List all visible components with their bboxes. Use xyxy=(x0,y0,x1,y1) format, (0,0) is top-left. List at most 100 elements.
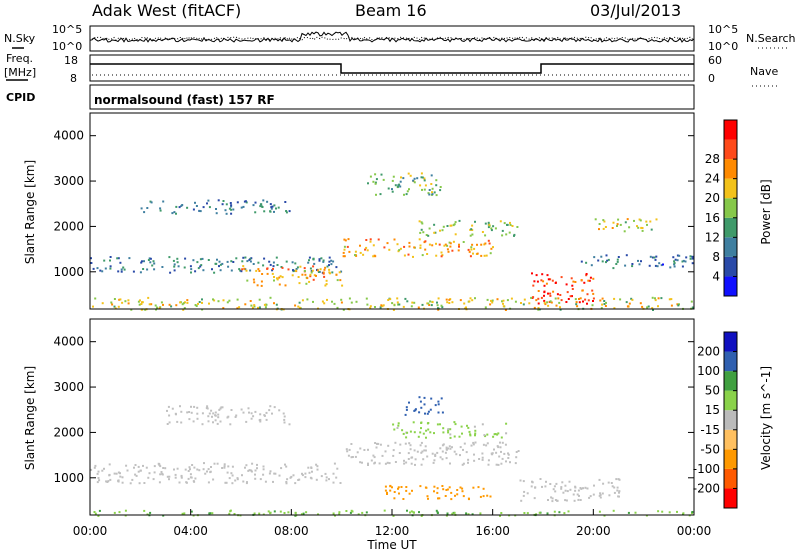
power-cell xyxy=(419,244,422,247)
power-cell xyxy=(140,303,143,305)
velocity-cell xyxy=(440,397,443,400)
power-cell xyxy=(574,298,577,301)
power-cell xyxy=(393,304,396,307)
power-cell xyxy=(682,259,685,262)
power-cell xyxy=(413,301,416,304)
power-panel-frame xyxy=(89,112,695,310)
power-cell xyxy=(258,306,261,309)
power-cell xyxy=(330,259,333,262)
power-cell xyxy=(446,244,449,247)
velocity-cell xyxy=(193,480,196,483)
power-cell xyxy=(399,180,402,183)
velocity-cell xyxy=(439,423,441,426)
velocity-cell xyxy=(434,404,437,407)
velocity-cell xyxy=(203,462,205,465)
power-cell xyxy=(545,282,548,285)
velocity-cell xyxy=(384,485,387,488)
power-cell xyxy=(359,251,362,254)
velocity-cell xyxy=(389,484,392,487)
power-cell xyxy=(332,260,335,263)
velocity-cell xyxy=(574,486,577,489)
power-cell xyxy=(306,277,309,280)
power-cell xyxy=(570,277,573,280)
power-cell xyxy=(657,305,659,308)
velocity-cell xyxy=(405,436,408,439)
colorbar-tick-label: 24 xyxy=(705,172,720,186)
velocity-cell xyxy=(228,512,231,515)
power-cell xyxy=(613,297,616,300)
power-cell xyxy=(372,180,375,183)
velocity-cell xyxy=(93,466,96,469)
power-cell xyxy=(398,249,401,252)
power-cell xyxy=(359,244,361,247)
velocity-cell xyxy=(515,456,518,459)
power-cell xyxy=(236,298,239,301)
velocity-cell xyxy=(223,466,226,469)
power-cell xyxy=(404,297,407,300)
velocity-cell xyxy=(420,406,423,409)
power-cell xyxy=(303,267,306,270)
power-cell xyxy=(440,251,443,254)
power-cell xyxy=(514,300,517,303)
velocity-cell xyxy=(196,406,199,409)
power-cell xyxy=(473,247,476,250)
power-cell xyxy=(355,300,358,303)
power-cell xyxy=(137,300,140,303)
power-cell xyxy=(486,298,489,301)
power-cell xyxy=(257,268,260,271)
power-cell xyxy=(446,225,449,227)
power-cell xyxy=(440,304,443,307)
velocity-cell xyxy=(263,414,266,417)
power-cell xyxy=(182,308,185,311)
power-cell xyxy=(219,263,222,266)
velocity-cell xyxy=(474,429,477,432)
power-cell xyxy=(328,268,331,271)
y-tick-label: 2000 xyxy=(53,219,84,233)
velocity-cell xyxy=(472,441,475,444)
velocity-cell xyxy=(373,462,376,465)
nave-tick-top: 60 xyxy=(708,54,722,67)
power-cell xyxy=(584,298,587,301)
velocity-cell xyxy=(461,463,464,466)
power-cell xyxy=(681,265,684,268)
velocity-cell xyxy=(180,475,183,478)
power-cell xyxy=(535,299,538,302)
velocity-cell xyxy=(526,512,529,515)
power-cell xyxy=(428,193,431,196)
power-cell xyxy=(240,270,243,273)
power-cell xyxy=(199,210,202,213)
power-cell xyxy=(470,228,473,231)
velocity-cell xyxy=(259,420,262,423)
power-cell xyxy=(396,301,399,304)
power-cell xyxy=(328,271,331,274)
power-cell xyxy=(244,256,247,259)
noise-tick-top-left: 10^5 xyxy=(52,23,82,36)
velocity-cell xyxy=(328,478,330,481)
power-cell xyxy=(379,306,382,309)
velocity-cell xyxy=(392,423,395,426)
velocity-cell xyxy=(453,435,456,438)
power-cell xyxy=(602,227,605,230)
power-cell xyxy=(309,273,312,276)
time-xticks: 00:00 04:00 08:00 12:00 16:00 20:00 00:00 xyxy=(73,509,711,538)
power-cell xyxy=(448,241,451,244)
velocity-cell xyxy=(179,405,181,408)
velocity-cell xyxy=(526,492,529,495)
power-cell xyxy=(101,302,104,305)
velocity-cell xyxy=(208,512,211,515)
velocity-cell xyxy=(564,489,567,492)
velocity-cell xyxy=(489,495,492,498)
power-cell xyxy=(156,306,159,309)
velocity-cell xyxy=(599,496,602,499)
velocity-cell xyxy=(531,480,533,483)
power-cell xyxy=(117,257,120,260)
velocity-cell xyxy=(598,510,601,513)
power-cell xyxy=(509,223,512,226)
power-cell xyxy=(422,231,425,234)
power-cell xyxy=(369,307,372,309)
velocity-cell xyxy=(496,433,499,436)
power-cell xyxy=(294,304,297,307)
velocity-cell xyxy=(245,464,248,467)
nsearch-label: N.Search xyxy=(746,32,796,45)
